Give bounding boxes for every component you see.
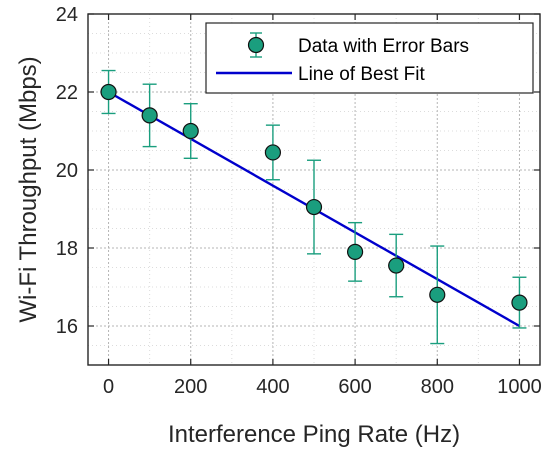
- data-point: [346, 243, 364, 260]
- tick-layer: 0 200 400 600 800 1000 16 18 20 22 24: [56, 4, 542, 398]
- x-tick-label: 200: [174, 376, 207, 398]
- legend-box: [205, 22, 534, 94]
- y-tick-label: 20: [56, 160, 78, 182]
- y-tick-label: 16: [56, 316, 78, 338]
- y-tick-label: 18: [56, 238, 78, 260]
- data-point: [388, 257, 405, 274]
- x-axis-label: Interference Ping Rate (Hz): [168, 421, 460, 448]
- plot-frame: [87, 13, 541, 366]
- x-tick-label: 600: [338, 376, 371, 398]
- y-tick-label: 24: [56, 4, 78, 26]
- x-tick-label: 800: [421, 376, 454, 398]
- data-point: [182, 122, 199, 140]
- legend: Data with Error Bars Line of Best Fit: [205, 22, 534, 94]
- x-tick-label: 400: [256, 376, 289, 398]
- marker-layer: [100, 83, 528, 311]
- y-axis-label: Wi-Fi Throughput (Mbps): [15, 56, 42, 322]
- x-tick-label: 1000: [497, 376, 542, 398]
- data-point: [264, 144, 282, 161]
- x-tick-label: 0: [103, 376, 114, 398]
- data-point: [100, 83, 117, 101]
- data-point: [511, 294, 528, 311]
- legend-label-data: Data with Error Bars: [298, 36, 469, 57]
- data-point: [305, 198, 323, 216]
- data-point: [429, 286, 446, 303]
- legend-marker: [247, 36, 265, 54]
- y-tick-label: 22: [56, 82, 78, 104]
- data-point: [141, 107, 158, 124]
- legend-label-fit: Line of Best Fit: [298, 64, 425, 85]
